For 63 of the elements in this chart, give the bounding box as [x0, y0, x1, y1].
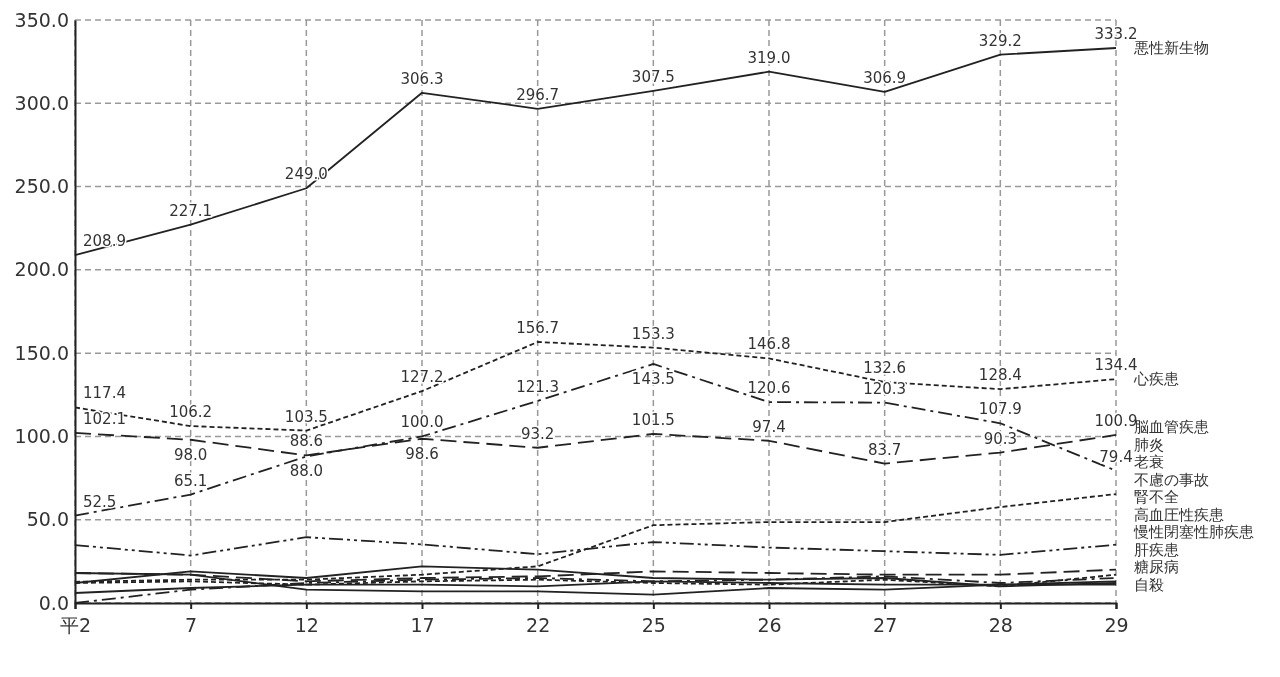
data-label: 102.1: [83, 409, 126, 428]
x-tick-label: 22: [526, 614, 551, 637]
data-label: 132.6: [863, 359, 907, 378]
data-label: 65.1: [173, 471, 208, 490]
x-tick-label: 17: [410, 614, 435, 637]
x-tick-label: 平2: [59, 614, 92, 637]
x-tick-label: 29: [1104, 614, 1129, 637]
data-label: 156.7: [516, 318, 560, 337]
data-label: 121.3: [516, 377, 560, 396]
data-label: 83.7: [867, 440, 902, 459]
data-label: 90.3: [983, 429, 1018, 448]
text: 不慮の事故: [1134, 470, 1209, 489]
y-tick-label: 0.0: [38, 591, 69, 614]
data-label: 307.5: [631, 67, 675, 86]
text: 高血圧性疾患: [1134, 505, 1224, 524]
data-label: 319.0: [747, 48, 791, 67]
text: 腎不全: [1134, 488, 1179, 507]
data-label: 107.9: [978, 400, 1022, 419]
data-label: 208.9: [83, 232, 126, 251]
data-label: 306.3: [400, 69, 444, 88]
data-label: 306.9: [863, 68, 907, 87]
data-label: 227.1: [169, 201, 213, 220]
data-label: 98.0: [173, 445, 208, 464]
y-tick-label: 100.0: [14, 425, 69, 448]
x-tick-label: 7: [185, 614, 198, 637]
data-label: 106.2: [169, 403, 213, 422]
data-label: 296.7: [516, 85, 560, 104]
y-tick-label: 200.0: [14, 258, 69, 281]
data-label: 97.4: [752, 417, 786, 436]
data-label: 153.3: [631, 324, 675, 343]
x-tick-label: 25: [641, 614, 666, 637]
y-tick-label: 150.0: [14, 341, 69, 364]
series-label: 糖尿病: [1134, 558, 1179, 577]
x-tick-label: 27: [873, 614, 898, 637]
series-label: 肺炎: [1134, 435, 1164, 454]
y-tick-label: 350.0: [14, 8, 69, 31]
data-label: 101.5: [631, 410, 675, 429]
data-label: 143.5: [631, 369, 675, 388]
data-label: 117.4: [83, 384, 126, 403]
data-label: 128.4: [978, 366, 1022, 385]
data-label: 146.8: [747, 335, 791, 354]
data-label: 127.2: [400, 368, 444, 387]
data-label: 52.5: [83, 492, 117, 511]
data-label: 88.0: [289, 462, 324, 481]
x-tick-label: 26: [757, 614, 782, 637]
data-label: 100.0: [400, 413, 444, 432]
series-label: 自殺: [1134, 575, 1164, 594]
text: 慢性閉塞性肺疾患: [1133, 523, 1254, 542]
data-label: 79.4: [1099, 447, 1133, 466]
x-tick-label: 28: [988, 614, 1013, 637]
data-label: 329.2: [978, 31, 1022, 50]
x-tick-label: 12: [294, 614, 319, 637]
y-tick-label: 300.0: [14, 91, 69, 114]
data-label: 103.5: [284, 407, 328, 426]
series-label: 老衰: [1134, 453, 1164, 472]
data-label: 120.6: [747, 379, 791, 398]
series-label: 肝疾患: [1134, 540, 1179, 559]
y-tick-label: 50.0: [26, 508, 69, 531]
y-tick-label: 250.0: [14, 175, 69, 198]
data-label: 93.2: [520, 424, 555, 443]
data-label: 120.3: [863, 379, 907, 398]
data-label: 98.6: [405, 444, 439, 463]
data-label: 88.6: [289, 432, 324, 451]
